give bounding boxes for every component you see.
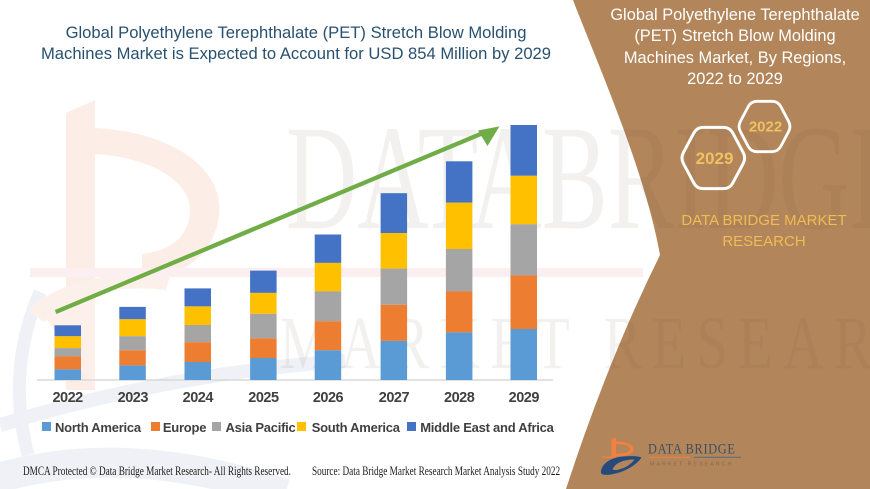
svg-text:2029: 2029 [696, 149, 734, 168]
svg-text:DATA BRIDGE: DATA BRIDGE [648, 441, 736, 457]
svg-text:MARKET RESEARCH: MARKET RESEARCH [650, 462, 733, 468]
svg-text:2022: 2022 [749, 119, 782, 136]
